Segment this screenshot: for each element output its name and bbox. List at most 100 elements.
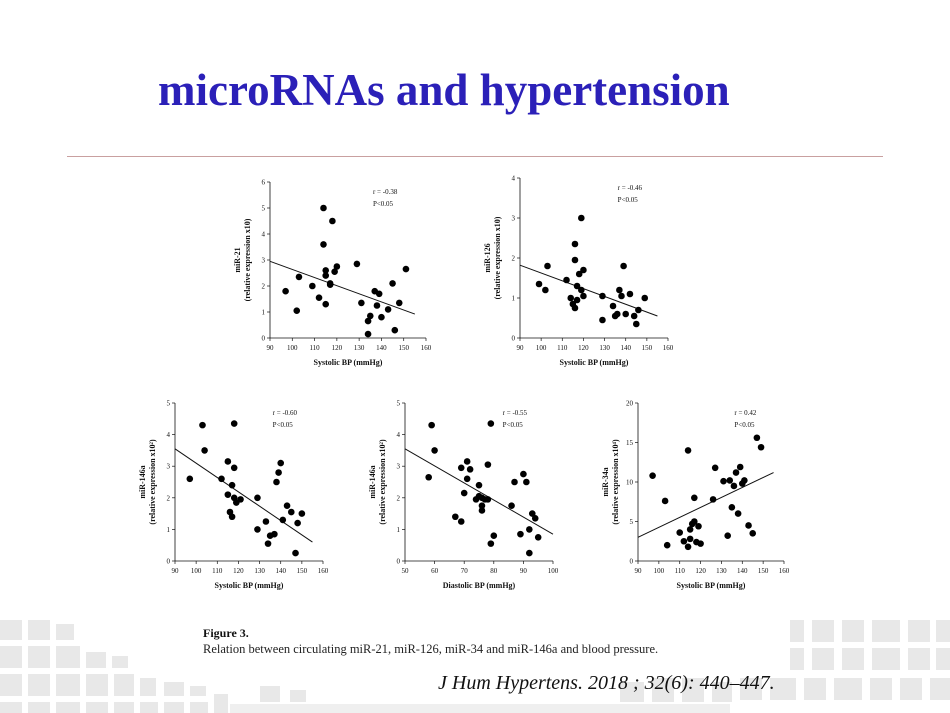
x-tick-label: 150 [398,344,409,352]
data-point [695,522,702,530]
data-point [463,458,471,465]
data-point [571,256,579,264]
p-value-annotation: P<0.05 [618,196,639,204]
data-point [230,420,238,427]
y-tick-label: 4 [262,231,266,239]
p-value-annotation: P<0.05 [503,421,524,429]
p-value-annotation: P<0.05 [273,421,294,429]
data-point [580,266,587,274]
scatter-mir126-systolic: 90 100 110 120 130 140 150 160 0 1 2 3 4 Systolic BP … [483,175,674,368]
data-point [293,307,301,314]
x-tick-label: 160 [318,567,329,575]
data-point [632,320,640,328]
y-axis-label: miR-146a [138,465,147,498]
data-point [490,532,498,540]
x-axis-label: Systolic BP (mmHg) [215,581,284,590]
x-tick-label: 160 [663,344,674,352]
y-tick-label: 2 [397,494,401,502]
y-axis-label-units: (relative expression x10²) [148,439,157,525]
x-tick-label: 150 [642,344,653,352]
data-point [487,420,495,427]
data-point [389,280,396,287]
data-point [384,306,392,313]
y-axis-label: miR-146a [368,465,377,498]
x-tick-label: 130 [716,567,727,575]
data-point [573,296,581,304]
x-tick-label: 140 [737,567,748,575]
data-point [262,518,270,525]
data-point [686,526,694,533]
data-point [463,475,471,483]
data-point [630,312,638,320]
data-point [282,287,289,295]
data-point [649,472,656,479]
data-point [364,330,372,338]
data-point [697,540,704,547]
data-point [736,463,744,471]
y-tick-label: 5 [262,205,266,213]
x-tick-label: 90 [172,567,180,575]
data-point [571,240,579,248]
data-point [567,294,575,302]
data-point [230,464,238,472]
data-point [680,537,688,545]
data-point [534,534,542,541]
x-tick-label: 110 [675,567,686,575]
x-tick-label: 110 [309,344,320,352]
y-axis-label-units: (relative expression x10) [493,216,502,299]
data-point [264,540,272,547]
data-point [613,310,621,318]
x-tick-label: 100 [191,567,202,575]
y-tick-label: 2 [512,255,516,263]
data-point [753,434,761,442]
correlation-annotation: r = -0.38 [373,188,398,196]
data-point [724,532,731,540]
data-point [635,306,642,314]
data-point [563,276,570,284]
x-axis-label: Diastolic BP (mmHg) [443,581,516,590]
correlation-annotation: r = -0.46 [618,184,643,192]
y-tick-label: 0 [512,335,516,343]
data-point [457,464,465,472]
data-point [620,262,627,270]
data-point [508,502,515,509]
data-point [734,510,742,517]
data-point [641,294,649,302]
x-tick-label: 140 [376,344,387,352]
data-point [425,473,432,481]
data-point [526,549,533,557]
data-point [201,447,208,454]
y-tick-label: 3 [167,463,171,471]
x-tick-label: 110 [212,567,223,575]
scatter-mir21-systolic: 90 100 110 120 130 140 150 160 0 1 2 3 4 5 6 Systolic B… [233,179,432,368]
scatter-mir146a-diastolic: 50 60 70 80 90 100 0 1 2 3 4 5 Diastolic BP (mmHg) mi… [368,400,559,591]
data-point [599,316,606,324]
x-tick-label: 120 [695,567,706,575]
trendline [519,264,658,317]
x-axis-label: Systolic BP (mmHg) [314,358,383,367]
trendline [174,448,313,543]
slide-title: microRNAs and hypertension [158,65,730,115]
figure-label: Figure 3. [203,626,249,640]
data-point [333,263,341,270]
y-axis-label: miR-34a [601,467,610,496]
y-tick-label: 0 [262,335,266,343]
y-tick-label: 3 [512,215,516,223]
trendline [404,448,554,535]
x-tick-label: 80 [490,567,498,575]
correlation-annotation: r = 0.42 [734,409,757,417]
data-point [684,447,692,454]
data-point [277,459,285,467]
background-decoration [0,620,950,713]
data-point [295,273,303,281]
data-point [402,265,410,273]
data-point [395,299,403,307]
data-point [320,204,327,212]
data-point [720,477,727,485]
data-point [275,469,282,476]
y-tick-label: 20 [626,400,634,408]
x-tick-label: 150 [758,567,769,575]
y-axis-label-units: (relative expression x10) [243,218,252,301]
data-point [294,519,301,527]
data-point [749,530,757,537]
